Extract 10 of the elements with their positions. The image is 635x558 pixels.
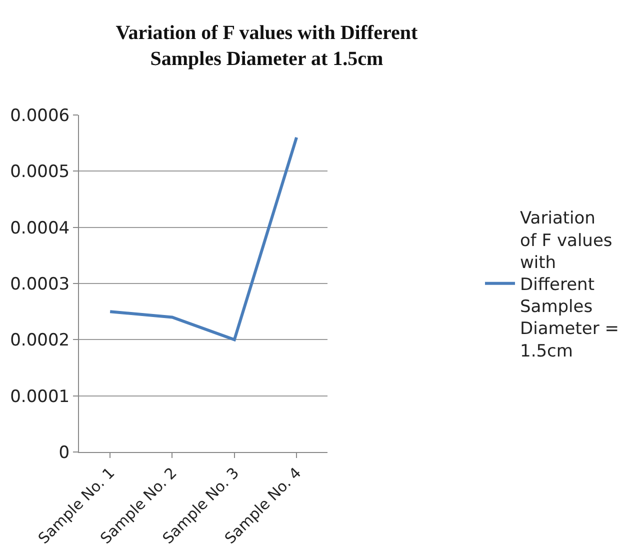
- y-tick-label: 0.0004: [10, 218, 70, 238]
- y-tick-label: 0: [58, 442, 70, 463]
- legend-label: Variation of F values with Different Samples Diameter = 1.5cm: [520, 208, 620, 362]
- y-tick-label: 0.0006: [10, 106, 70, 126]
- y-tick-label: 0.0002: [10, 330, 70, 351]
- y-tick-label: 0.0005: [10, 162, 70, 182]
- y-tick-label: 0.0001: [10, 386, 70, 407]
- y-tick-label: 0.0003: [10, 274, 70, 294]
- chart-title: Variation of F values with Different Samples Diameter at 1.5cm: [116, 22, 418, 70]
- line-series: [108, 136, 298, 342]
